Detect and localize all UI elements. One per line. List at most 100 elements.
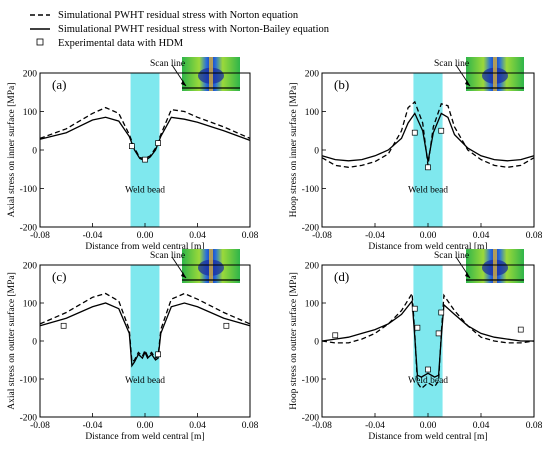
x-axis-label: Distance from weld central [m] [85, 431, 204, 442]
hdm-point [129, 143, 135, 149]
series-solid-line [321, 112, 535, 162]
series-dashed-line [39, 292, 251, 364]
y-tick-label: 100 [23, 108, 38, 118]
x-tick-label: -0.04 [365, 421, 385, 431]
scan-line-arrowhead [181, 272, 186, 278]
y-tick-label: 200 [305, 262, 320, 272]
hdm-point [155, 351, 161, 358]
hdm-point [223, 322, 230, 329]
legend: Simulational PWHT residual stress with N… [30, 10, 330, 49]
hdm-point [438, 309, 445, 316]
scan-line-label: Scan line [150, 251, 185, 261]
weld-band [130, 265, 160, 417]
contour-inset [455, 249, 524, 283]
x-tick-label: 0.08 [242, 231, 259, 241]
x-tick-label: -0.04 [365, 231, 385, 241]
scan-line-label: Scan line [434, 251, 469, 261]
panel-0: Scan line -200 -100 0 100 200 -0.08 -0.04 0.00 0.… [6, 57, 259, 252]
panel-2: Scan line -200 -100 0 100 200 -0.08 -0.04 0.00 0.… [6, 249, 259, 442]
y-tick-label: 200 [305, 70, 320, 80]
x-tick-label: 0.04 [473, 421, 490, 431]
panel-label: (d) [334, 269, 349, 284]
hdm-point [332, 332, 339, 339]
panels: Scan line -200 -100 0 100 200 -0.08 -0.04 0.00 0.… [6, 57, 543, 442]
y-tick-label: 0 [314, 338, 319, 348]
y-axis-label: Hoop stress on inner surface [MPa] [288, 83, 299, 218]
x-axis-label: Distance from weld central [m] [368, 431, 487, 442]
y-tick-label: 0 [32, 147, 37, 157]
y-axis-label: Hoop stress on outter surface [MPa] [288, 272, 299, 409]
inset-weld [493, 57, 497, 91]
x-tick-label: 0.08 [242, 421, 259, 431]
y-tick-label: 100 [305, 108, 320, 118]
y-tick-label: 200 [23, 70, 38, 80]
x-tick-label: -0.08 [312, 421, 332, 431]
legend-label-norton: Simulational PWHT residual stress with N… [58, 10, 299, 21]
x-tick-label: -0.08 [312, 231, 332, 241]
x-tick-label: 0.08 [526, 231, 543, 241]
x-tick-label: 0.04 [189, 421, 206, 431]
x-tick-label: 0.00 [137, 421, 154, 431]
panel-3: Scan line -200 -100 0 100 200 -0.08 -0.04 0.00 0.… [288, 249, 543, 442]
y-tick-label: 200 [23, 262, 38, 272]
hdm-point [142, 156, 148, 163]
inset-weld [209, 57, 213, 91]
y-tick-label: -100 [20, 185, 38, 195]
y-tick-label: -100 [302, 376, 320, 386]
x-tick-label: 0.00 [420, 421, 437, 431]
series-dashed-line [321, 291, 535, 390]
series-solid-line [321, 299, 534, 378]
x-tick-label: -0.04 [83, 421, 103, 431]
scan-line-label: Scan line [150, 59, 185, 69]
weld-bead-label: Weld bead [125, 186, 165, 196]
legend-label-hdm: Experimental data with HDM [58, 38, 184, 49]
legend-marker-swatch [36, 38, 44, 46]
x-tick-label: 0.00 [420, 231, 437, 241]
y-tick-label: -100 [302, 185, 320, 195]
y-tick-label: -200 [20, 414, 38, 424]
x-axis-label: Distance from weld central [m] [368, 241, 487, 252]
series-solid-line [39, 302, 251, 368]
hdm-point [411, 305, 418, 312]
panel-1: Scan line -200 -100 0 100 200 -0.08 -0.04 0.00 0.… [288, 57, 543, 252]
weld-bead-label: Weld bead [408, 186, 448, 196]
hdm-point [411, 129, 418, 136]
panel-label: (c) [52, 269, 66, 284]
hdm-point [517, 326, 524, 333]
scan-line-arrowhead [181, 80, 186, 86]
y-tick-label: 0 [32, 338, 37, 348]
weld-band [413, 265, 443, 417]
y-axis-label: Axial stress on outter surface [MPa] [6, 272, 17, 409]
x-tick-label: -0.08 [30, 421, 50, 431]
hdm-point [438, 127, 445, 134]
y-tick-label: 100 [305, 300, 320, 310]
panel-label: (b) [334, 77, 349, 92]
x-tick-label: -0.08 [30, 231, 50, 241]
inset-weld [493, 249, 497, 283]
x-tick-label: 0.04 [473, 231, 490, 241]
inset-weld [209, 249, 213, 283]
y-tick-label: 100 [23, 300, 38, 310]
contour-inset [171, 249, 240, 283]
y-axis-label: Axial stress on inner surface [MPa] [6, 83, 17, 218]
weld-bead-label: Weld bead [408, 376, 448, 386]
weld-bead-label: Weld bead [125, 376, 165, 386]
hdm-point [435, 330, 442, 337]
y-tick-label: -200 [302, 224, 320, 234]
y-tick-label: -200 [302, 414, 320, 424]
x-tick-label: 0.04 [189, 231, 206, 241]
y-tick-label: -100 [20, 376, 38, 386]
x-tick-label: -0.04 [83, 231, 103, 241]
panel-label: (a) [52, 77, 66, 92]
contour-inset [171, 57, 240, 91]
hdm-point [425, 366, 431, 373]
contour-inset [455, 57, 524, 91]
y-tick-label: 0 [314, 147, 319, 157]
hdm-point [414, 324, 421, 331]
hdm-point [425, 164, 431, 171]
x-tick-label: 0.08 [526, 421, 543, 431]
legend-label-norton-bailey: Simulational PWHT residual stress with N… [58, 24, 330, 35]
series-dashed-line [39, 106, 251, 160]
hdm-point [155, 140, 161, 146]
